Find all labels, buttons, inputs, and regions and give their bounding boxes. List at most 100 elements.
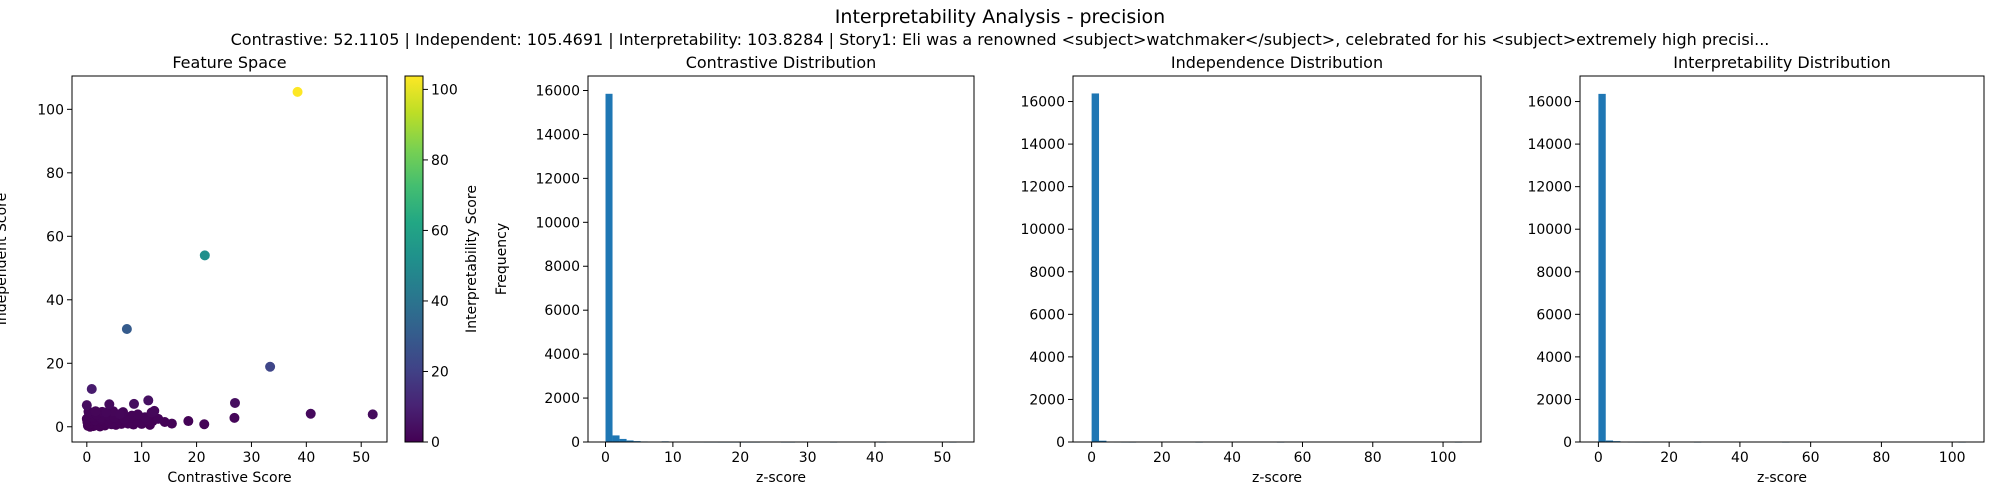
plot-frame bbox=[587, 75, 975, 443]
scatter-point bbox=[292, 86, 303, 97]
colorbar-tick-label: 80 bbox=[431, 153, 449, 169]
plot-frame bbox=[1579, 75, 1985, 443]
x-axis-label: z-score bbox=[1757, 470, 1807, 486]
x-tick-label: 0 bbox=[82, 450, 91, 466]
x-tick-label: 0 bbox=[1594, 450, 1603, 466]
histogram-bar bbox=[626, 440, 634, 442]
y-tick-label: 100 bbox=[37, 102, 64, 118]
y-tick-label: 8000 bbox=[1029, 265, 1065, 281]
y-tick-label: 60 bbox=[46, 229, 64, 245]
y-tick-label: 16000 bbox=[1020, 95, 1065, 111]
x-tick-label: 60 bbox=[1802, 450, 1820, 466]
scatter-point bbox=[86, 383, 97, 394]
scatter-point bbox=[199, 250, 210, 261]
colorbar-tick-label: 20 bbox=[431, 364, 449, 380]
histogram-bar bbox=[1605, 440, 1614, 442]
y-tick-label: 12000 bbox=[1527, 180, 1572, 196]
scatter-point bbox=[367, 409, 378, 420]
x-tick-label: 50 bbox=[933, 450, 951, 466]
y-tick-label: 10000 bbox=[1527, 222, 1572, 238]
y-tick-label: 6000 bbox=[544, 303, 580, 319]
x-tick-label: 20 bbox=[1660, 450, 1678, 466]
x-tick-label: 100 bbox=[1430, 450, 1457, 466]
figure-subtitle: Contrastive: 52.1105 | Independent: 105.… bbox=[230, 30, 1770, 49]
y-tick-label: 20 bbox=[46, 356, 64, 372]
scatter-point bbox=[129, 398, 140, 409]
scatter-point bbox=[149, 405, 160, 416]
y-tick-label: 0 bbox=[571, 435, 580, 451]
colorbar-tick-label: 100 bbox=[431, 82, 458, 98]
scatter-point bbox=[229, 412, 240, 423]
scatter-point bbox=[183, 416, 194, 427]
x-tick-label: 40 bbox=[297, 450, 315, 466]
histogram-bar bbox=[605, 93, 613, 443]
y-tick-label: 8000 bbox=[544, 259, 580, 275]
colorbar-label: Interpretability Score bbox=[464, 185, 480, 333]
x-tick-label: 100 bbox=[1939, 450, 1966, 466]
scatter-point bbox=[305, 408, 316, 419]
x-tick-label: 40 bbox=[1223, 450, 1241, 466]
y-tick-label: 14000 bbox=[1527, 137, 1572, 153]
y-tick-label: 0 bbox=[1563, 435, 1572, 451]
x-tick-label: 30 bbox=[243, 450, 261, 466]
y-tick-label: 16000 bbox=[1527, 95, 1572, 111]
y-tick-label: 4000 bbox=[1536, 350, 1572, 366]
y-tick-label: 8000 bbox=[1536, 265, 1572, 281]
x-tick-label: 80 bbox=[1364, 450, 1382, 466]
y-tick-label: 12000 bbox=[1020, 180, 1065, 196]
panel-4: 0 20 40 60 80 100 0 2000 4000 6000 8000 10000 12000 1… bbox=[1527, 53, 1985, 486]
y-tick-label: 4000 bbox=[544, 347, 580, 363]
panel-title: Independence Distribution bbox=[1171, 53, 1383, 72]
x-axis-label: Contrastive Score bbox=[167, 470, 291, 486]
x-tick-label: 40 bbox=[866, 450, 884, 466]
y-tick-label: 0 bbox=[55, 420, 64, 436]
panel-title: Feature Space bbox=[172, 53, 286, 72]
panel-2: 0 10 20 30 40 50 0 2000 4000 6000 8000 10000 12000 14… bbox=[494, 53, 975, 486]
y-tick-label: 10000 bbox=[1020, 222, 1065, 238]
x-tick-label: 40 bbox=[1731, 450, 1749, 466]
y-tick-label: 12000 bbox=[535, 171, 580, 187]
x-tick-label: 50 bbox=[352, 450, 370, 466]
scatter-point bbox=[229, 397, 240, 408]
x-tick-label: 0 bbox=[601, 450, 610, 466]
histogram-bar bbox=[619, 438, 627, 442]
x-axis-label: z-score bbox=[1252, 470, 1302, 486]
x-tick-label: 60 bbox=[1294, 450, 1312, 466]
scatter-point bbox=[104, 399, 115, 410]
scatter-point bbox=[199, 419, 210, 430]
y-tick-label: 40 bbox=[46, 293, 64, 309]
scatter-point bbox=[90, 406, 101, 417]
scatter-point bbox=[114, 409, 125, 420]
y-tick-label: 2000 bbox=[1029, 392, 1065, 408]
x-tick-label: 20 bbox=[731, 450, 749, 466]
colorbar-tick-label: 0 bbox=[431, 435, 440, 451]
panel-3: 0 20 40 60 80 100 0 2000 4000 6000 8000 10000 12000 1… bbox=[1020, 53, 1482, 486]
y-tick-label: 2000 bbox=[544, 391, 580, 407]
y-tick-label: 6000 bbox=[1536, 307, 1572, 323]
scatter-point bbox=[81, 400, 92, 411]
panel-title: Contrastive Distribution bbox=[686, 53, 877, 72]
scatter-point bbox=[132, 409, 143, 420]
y-tick-label: 4000 bbox=[1029, 350, 1065, 366]
y-tick-label: 6000 bbox=[1029, 307, 1065, 323]
histogram-bar bbox=[612, 435, 620, 442]
scatter-point bbox=[121, 323, 132, 334]
y-tick-label: 10000 bbox=[535, 215, 580, 231]
plot-frame bbox=[1072, 75, 1482, 443]
x-tick-label: 80 bbox=[1872, 450, 1890, 466]
scatter-point bbox=[265, 361, 276, 372]
y-tick-label: 0 bbox=[1056, 435, 1065, 451]
y-axis-label: Frequency bbox=[494, 223, 510, 295]
y-tick-label: 2000 bbox=[1536, 392, 1572, 408]
y-tick-label: 14000 bbox=[535, 127, 580, 143]
y-tick-label: 16000 bbox=[535, 83, 580, 99]
colorbar-gradient bbox=[404, 75, 424, 443]
x-tick-label: 10 bbox=[664, 450, 682, 466]
histogram-bar bbox=[1099, 440, 1107, 442]
y-tick-label: 14000 bbox=[1020, 137, 1065, 153]
histogram-bar bbox=[1091, 93, 1100, 442]
x-axis-label: z-score bbox=[756, 470, 806, 486]
colorbar: 0 20 40 60 80 100 Interpretability Score bbox=[404, 75, 480, 451]
x-tick-label: 0 bbox=[1087, 450, 1096, 466]
